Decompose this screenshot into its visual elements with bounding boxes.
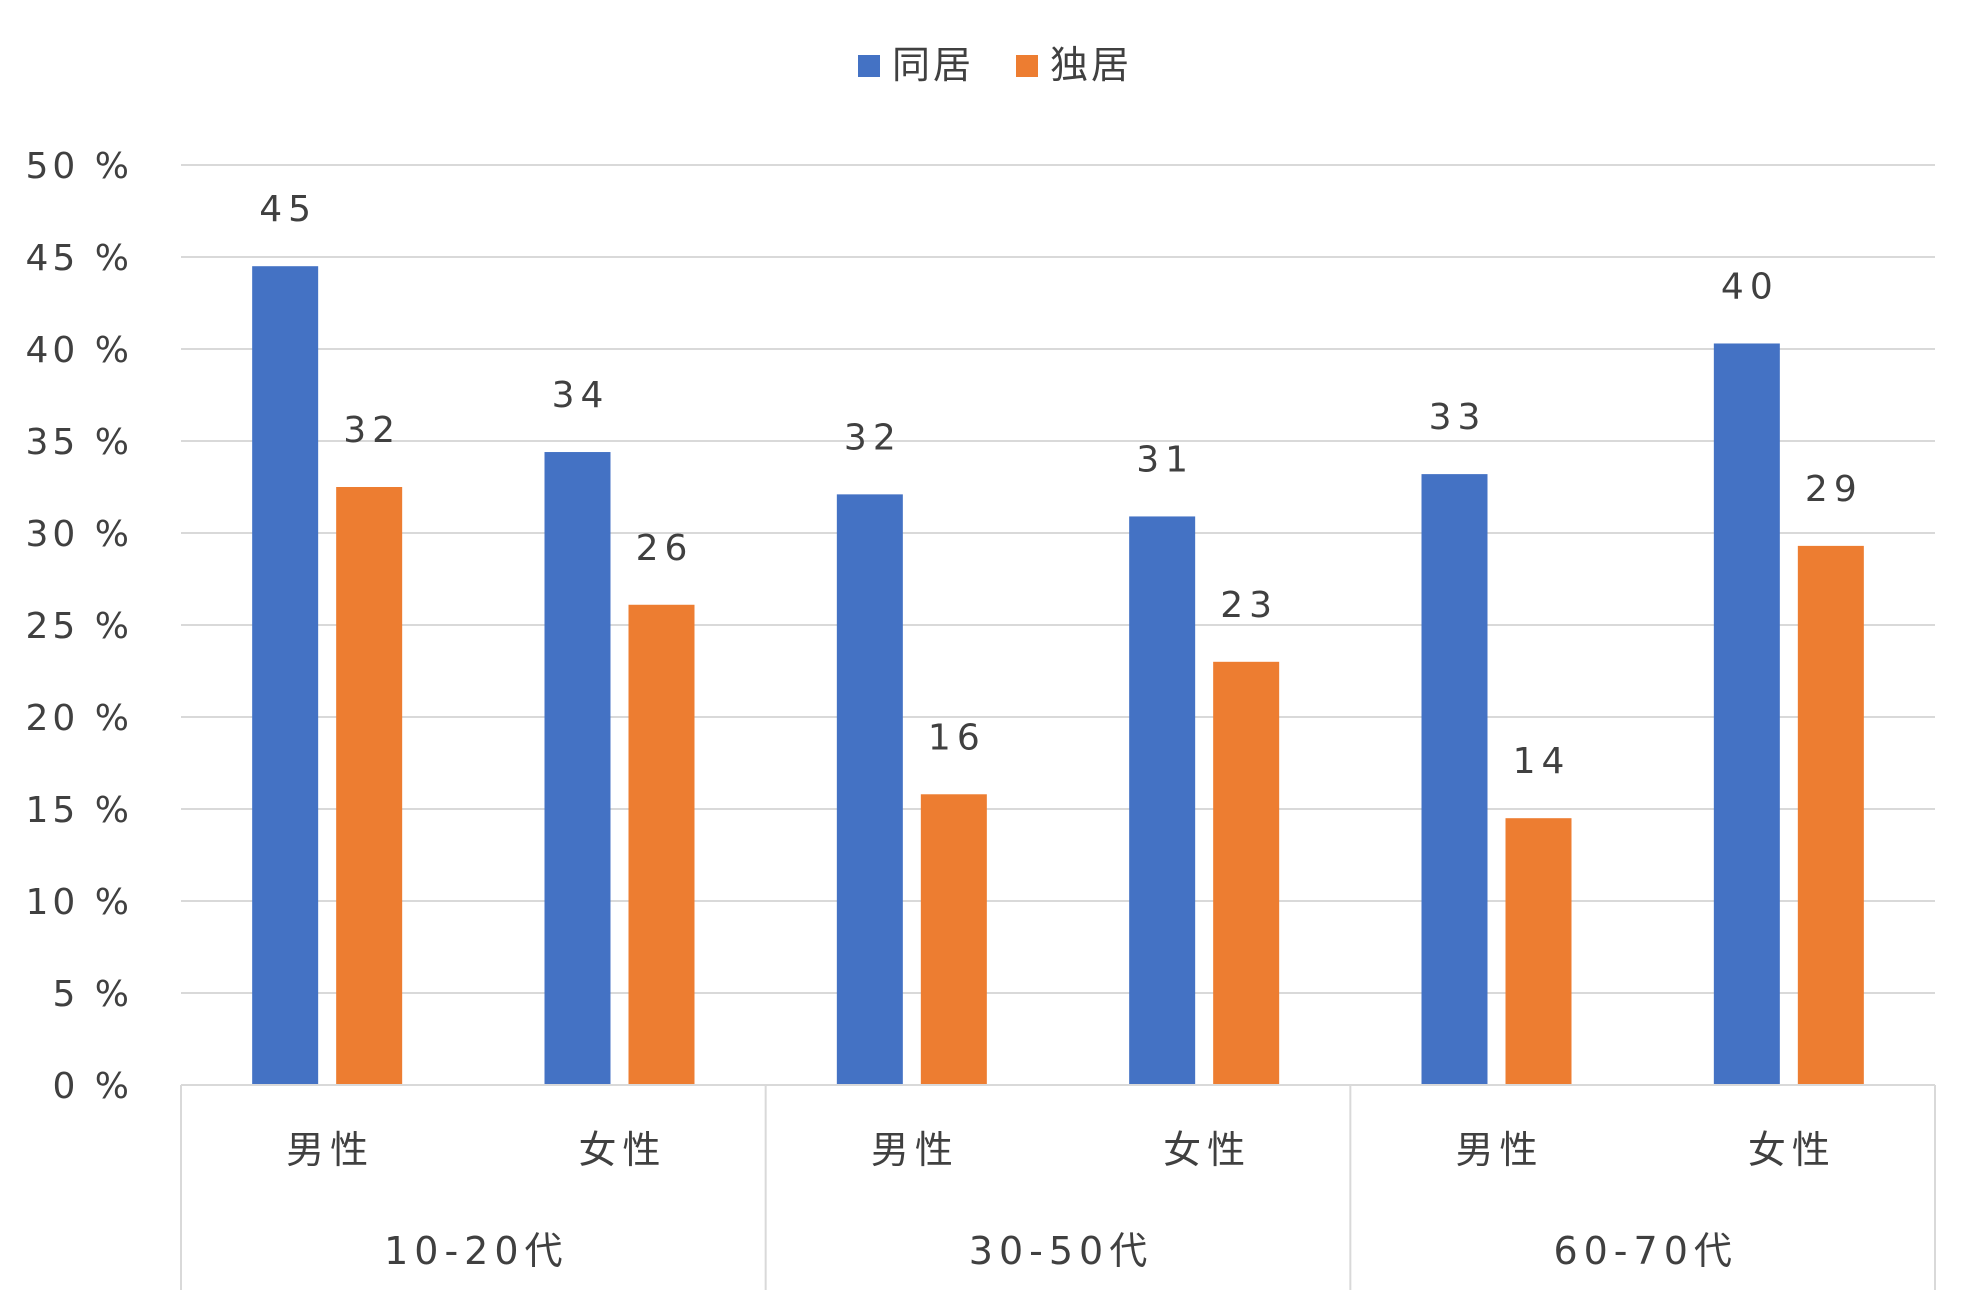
- gridlines: [181, 164, 1935, 994]
- y-tick-label: 35 %: [26, 422, 133, 463]
- bars: [252, 266, 1864, 1086]
- data-label: 29: [1805, 469, 1863, 510]
- x-category-label: 男性: [286, 1128, 374, 1172]
- legend: 同居 独居: [858, 43, 1132, 87]
- bar-living-alone-2: [920, 794, 987, 1085]
- x-axis: 男性 女性 男性 女性 男性 女性 10-20代 30-50代 60-70代: [180, 1084, 1936, 1290]
- y-tick-label: 20 %: [26, 698, 133, 739]
- y-tick-label: 50 %: [26, 146, 133, 187]
- bar-cohabiting-0: [252, 266, 319, 1085]
- x-category-label: 女性: [1748, 1128, 1836, 1172]
- legend-label-0: 同居: [892, 43, 974, 87]
- bar-cohabiting-4: [1421, 474, 1488, 1085]
- legend-swatch-0: [858, 55, 880, 77]
- data-label: 33: [1429, 397, 1487, 438]
- data-label: 26: [636, 528, 694, 569]
- bar-cohabiting-1: [544, 452, 611, 1085]
- x-group-label: 10-20代: [384, 1229, 568, 1273]
- bar-living-alone-1: [628, 604, 695, 1085]
- y-axis-ticks: 0 % 5 % 10 % 15 % 20 % 25 % 30 % 35 % 40 % 45 % 50…: [26, 146, 133, 1107]
- data-label: 32: [844, 417, 902, 458]
- data-label: 14: [1513, 741, 1571, 782]
- data-label: 40: [1721, 266, 1779, 307]
- bar-living-alone-0: [336, 487, 403, 1085]
- bar-cohabiting-5: [1713, 343, 1780, 1086]
- data-label: 16: [928, 717, 986, 758]
- x-group-label: 30-50代: [969, 1229, 1153, 1273]
- y-tick-label: 10 %: [26, 882, 133, 923]
- data-label: 23: [1220, 585, 1278, 626]
- bar-living-alone-3: [1213, 661, 1280, 1085]
- x-group-label: 60-70代: [1553, 1229, 1737, 1273]
- x-category-label: 男性: [1455, 1128, 1543, 1172]
- bar-living-alone-4: [1505, 818, 1572, 1085]
- x-category-label: 女性: [1163, 1128, 1251, 1172]
- bar-living-alone-5: [1797, 545, 1864, 1085]
- y-tick-label: 15 %: [26, 790, 133, 831]
- data-label: 45: [259, 189, 317, 230]
- y-tick-label: 0 %: [52, 1066, 133, 1107]
- y-tick-label: 45 %: [26, 238, 133, 279]
- y-tick-label: 5 %: [52, 974, 133, 1015]
- bar-cohabiting-3: [1129, 516, 1196, 1085]
- x-category-label: 男性: [871, 1128, 959, 1172]
- legend-label-1: 独居: [1050, 43, 1132, 87]
- x-category-label: 女性: [578, 1128, 666, 1172]
- bar-cohabiting-2: [836, 494, 903, 1085]
- data-label: 34: [552, 375, 610, 416]
- y-tick-label: 30 %: [26, 514, 133, 555]
- y-tick-label: 40 %: [26, 330, 133, 371]
- data-labels: 45 32 34 26 32 16 31 23 33 14 40 29: [259, 189, 1863, 782]
- data-label: 31: [1136, 439, 1194, 480]
- data-label: 32: [343, 410, 401, 451]
- y-tick-label: 25 %: [26, 606, 133, 647]
- legend-swatch-1: [1016, 55, 1038, 77]
